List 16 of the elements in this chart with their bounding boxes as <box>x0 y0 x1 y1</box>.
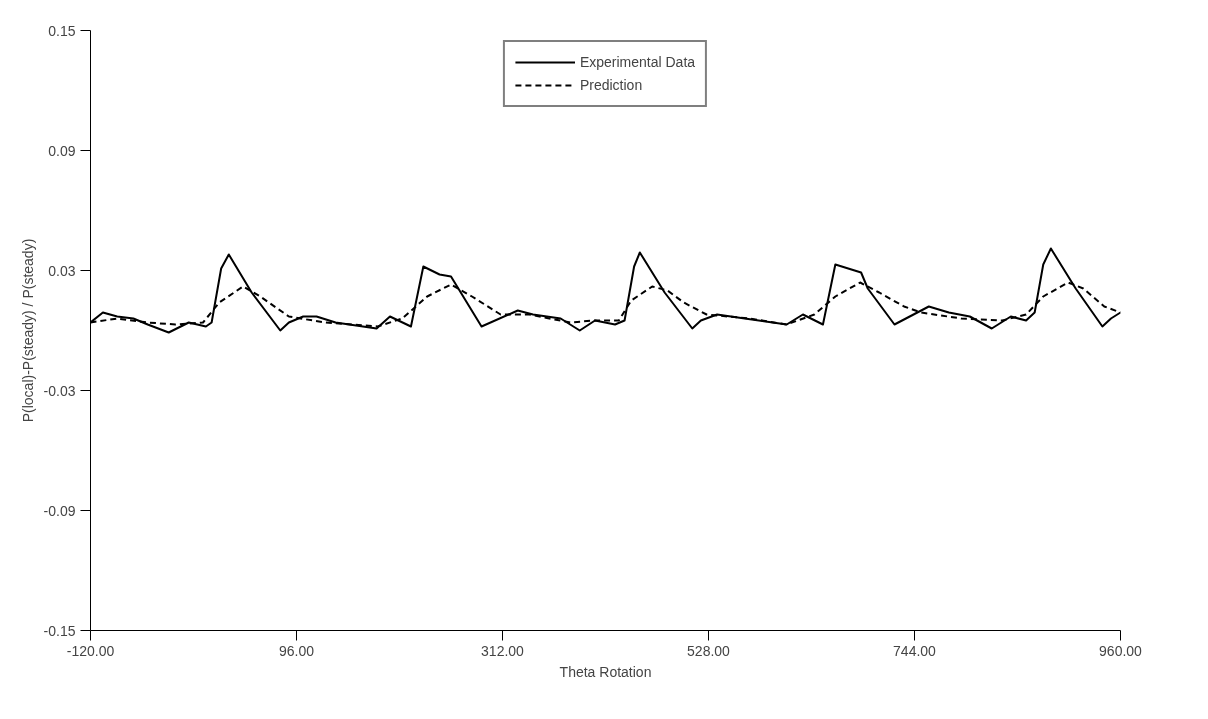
x-tick-label: -120.00 <box>66 642 115 659</box>
x-tick-label: 744.00 <box>893 642 937 659</box>
y-axis-title: P(local)-P(steady) / P(steady) <box>19 238 36 423</box>
y-tick-label: 0.09 <box>48 142 76 159</box>
y-tick-label: 0.15 <box>48 22 76 39</box>
y-tick-label: -0.09 <box>43 502 76 519</box>
x-tick-label: 96.00 <box>278 642 315 659</box>
y-tick-label: -0.03 <box>43 382 76 399</box>
y-tick-label: -0.15 <box>43 622 76 639</box>
legend-label: Prediction <box>579 77 643 93</box>
x-tick-label: 312.00 <box>481 642 525 659</box>
x-tick-label: 960.00 <box>1099 642 1143 659</box>
legend-label: Experimental Data <box>579 54 696 70</box>
y-tick-label: 0.03 <box>48 262 76 279</box>
x-axis-title: Theta Rotation <box>559 663 652 680</box>
x-tick-label: 528.00 <box>687 642 731 659</box>
